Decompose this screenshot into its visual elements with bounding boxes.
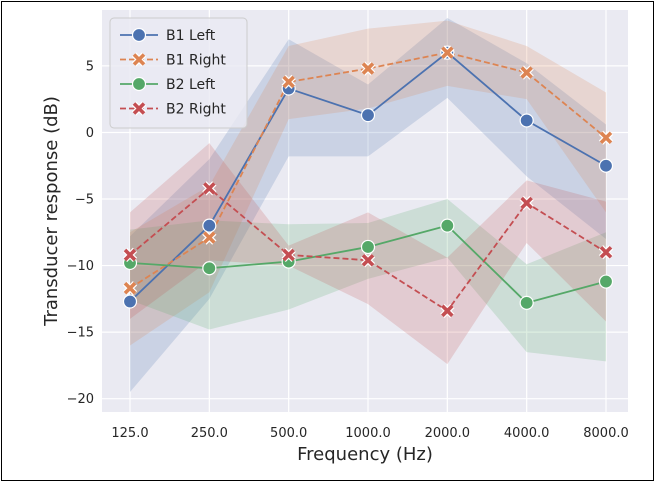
legend-marker [131,27,147,43]
data-point [598,274,614,289]
ci-band [130,17,606,393]
x-tick-label: 2000.0 [425,426,471,441]
data-point [360,108,376,123]
data-point [202,261,217,276]
data-point [598,245,614,260]
ci-band [130,20,606,346]
x-tick-label: 125.0 [111,426,148,441]
data-point [202,181,217,196]
data-point [440,45,455,60]
data-point [122,247,138,263]
x-tick-label: 4000.0 [504,426,550,441]
legend-marker [131,101,147,116]
y-tick-label: 5 [86,59,94,74]
data-point [519,295,534,310]
data-point [440,303,455,318]
legend-marker [131,52,147,67]
legend-marker [131,76,147,92]
data-point [281,247,296,263]
y-tick-label: −5 [75,193,94,208]
data-point [202,218,217,233]
legend-label: B2 Right [166,102,226,118]
data-point [519,113,534,128]
legend-label: B1 Right [166,53,226,69]
data-point [360,61,376,76]
data-point [360,253,376,268]
data-point [598,130,614,145]
y-tick-labels: 5 0 −5 −10 −15 −20 [67,59,94,407]
y-tick-label: −15 [67,326,94,341]
x-axis-label: Frequency (Hz) [297,444,433,465]
x-tick-label: 8000.0 [583,426,629,441]
legend-label: B1 Left [166,28,216,44]
ci-band [130,199,606,362]
y-tick-label: 0 [86,126,94,141]
data-point [202,230,217,245]
y-tick-label: −10 [67,259,94,274]
grid-lines [102,10,628,412]
x-tick-label: 250.0 [191,426,228,441]
legend-label: B2 Left [166,77,216,93]
y-tick-label: −20 [67,392,94,407]
legend: B1 Left B1 Right B2 Left B2 Right [109,17,248,129]
data-point [360,239,376,255]
data-point [440,218,455,233]
data-point [122,294,138,309]
data-point [281,74,296,90]
legend-box [109,17,248,129]
x-tick-label: 500.0 [270,426,307,441]
data-point [598,158,614,173]
data-point [519,195,534,211]
x-tick-label: 1000.0 [345,426,391,441]
series-markers [122,45,614,318]
data-point [122,281,138,296]
y-axis-label: Transducer response (dB) [41,96,62,327]
data-point [519,65,534,80]
x-tick-labels: 125.0 250.0 500.0 1000.0 2000.0 4000.0 8000.0 [111,426,628,441]
